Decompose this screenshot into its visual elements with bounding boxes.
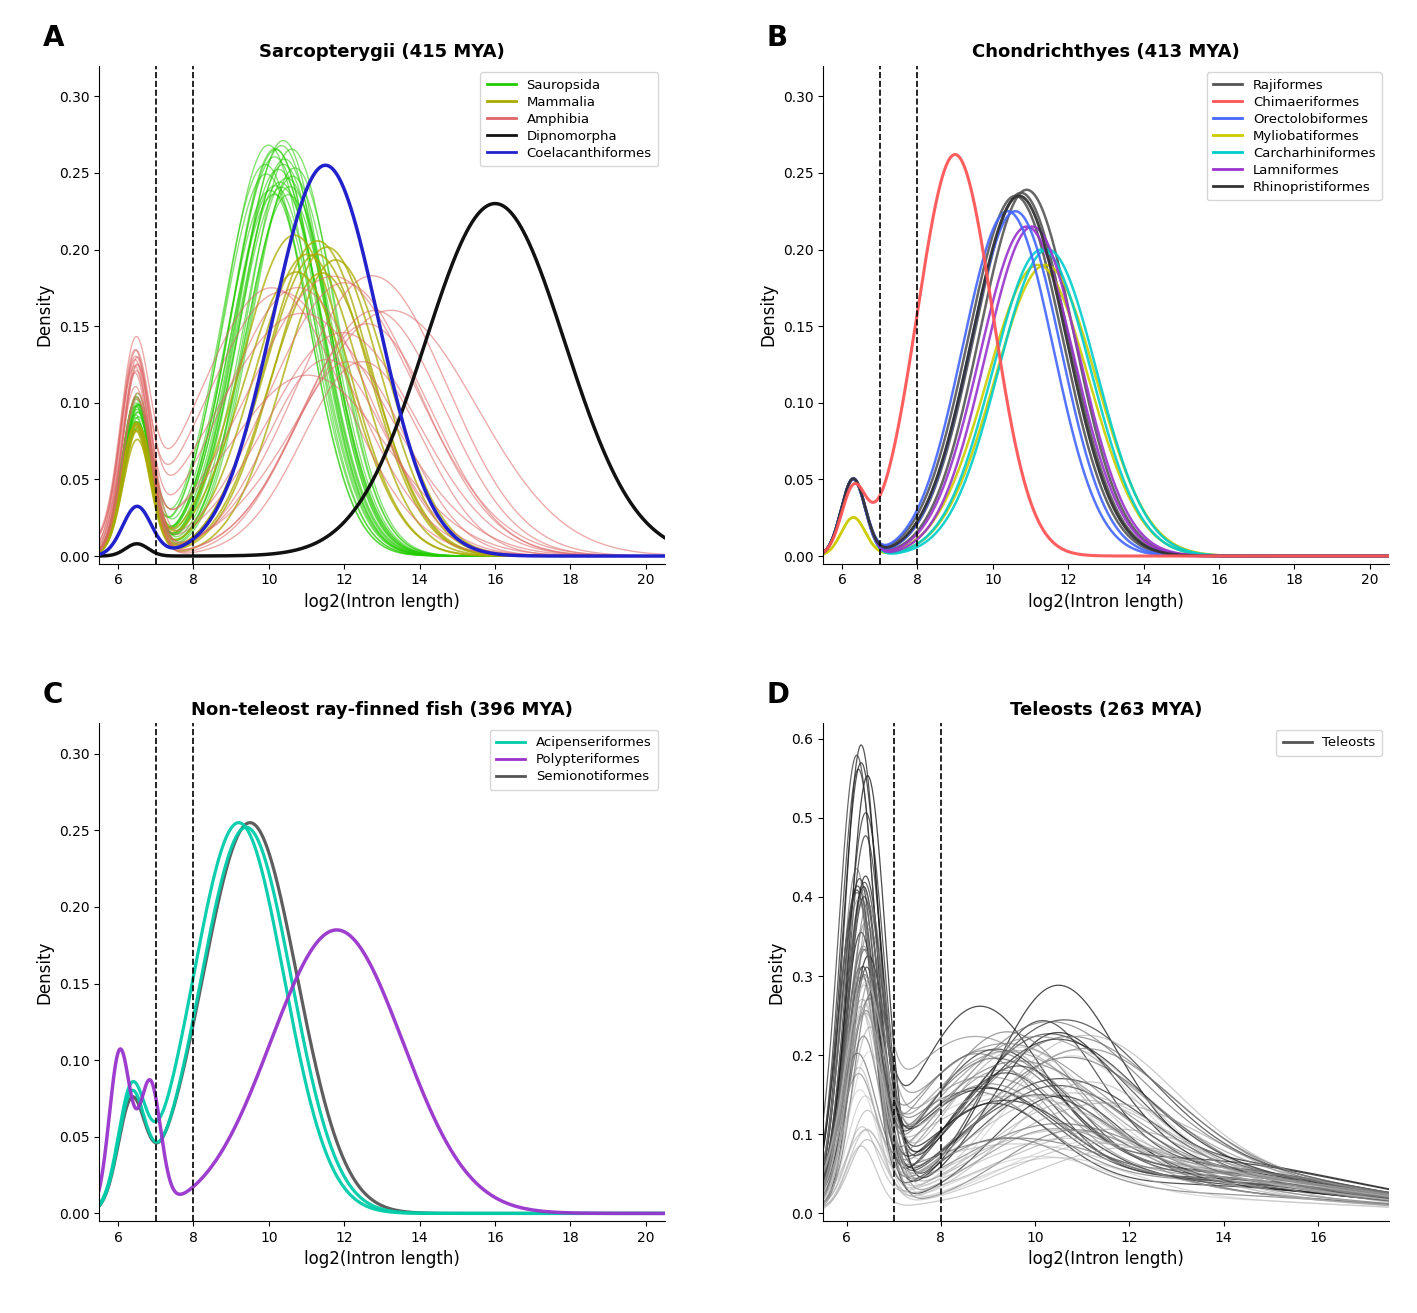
Legend: Rajiformes, Chimaeriformes, Orectolobiformes, Myliobatiformes, Carcharhiniformes: Rajiformes, Chimaeriformes, Orectolobifo… [1207,72,1382,200]
Y-axis label: Density: Density [768,940,786,1003]
Y-axis label: Density: Density [35,284,54,347]
Title: Teleosts (263 MYA): Teleosts (263 MYA) [1010,701,1202,718]
X-axis label: log2(Intron length): log2(Intron length) [1027,1250,1183,1268]
Y-axis label: Density: Density [35,940,54,1003]
Title: Chondrichthyes (413 MYA): Chondrichthyes (413 MYA) [972,43,1240,62]
Legend: Acipenseriformes, Polypteriformes, Semionotiformes: Acipenseriformes, Polypteriformes, Semio… [490,730,657,789]
X-axis label: log2(Intron length): log2(Intron length) [305,593,461,611]
Text: B: B [767,24,788,51]
Title: Sarcopterygii (415 MYA): Sarcopterygii (415 MYA) [259,43,504,62]
X-axis label: log2(Intron length): log2(Intron length) [1027,593,1183,611]
Text: C: C [43,681,62,709]
Title: Non-teleost ray-finned fish (396 MYA): Non-teleost ray-finned fish (396 MYA) [191,701,572,718]
Text: D: D [767,681,789,709]
Text: A: A [43,24,64,51]
Legend: Sauropsida, Mammalia, Amphibia, Dipnomorpha, Coelacanthiformes: Sauropsida, Mammalia, Amphibia, Dipnomor… [480,72,657,167]
Y-axis label: Density: Density [760,284,777,347]
X-axis label: log2(Intron length): log2(Intron length) [305,1250,461,1268]
Legend: Teleosts: Teleosts [1277,730,1382,756]
